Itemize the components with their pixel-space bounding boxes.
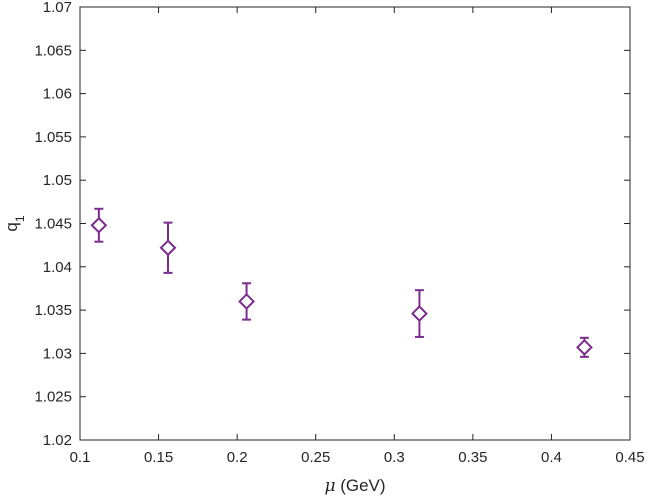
x-tick-label: 0.45: [615, 449, 644, 466]
data-layer: [90, 207, 593, 358]
data-point: [159, 221, 177, 274]
x-axis-label-symbol: μ: [324, 476, 335, 496]
x-tick-label: 0.15: [144, 449, 173, 466]
y-tick-label: 1.03: [43, 345, 72, 362]
data-point: [90, 207, 108, 243]
x-tick-label: 0.35: [458, 449, 487, 466]
x-tick-label: 0.25: [301, 449, 330, 466]
y-tick-label: 1.02: [43, 432, 72, 449]
diamond-marker: [90, 216, 108, 234]
y-tick-label: 1.06: [43, 86, 72, 103]
diamond-marker: [576, 338, 593, 356]
diamond-marker: [238, 293, 255, 310]
y-tick-label: 1.055: [34, 129, 72, 146]
diamond-marker: [411, 305, 428, 322]
y-tick-label: 1.065: [34, 42, 72, 59]
y-axis-label-sub: 1: [13, 215, 27, 222]
y-tick-label: 1.07: [43, 0, 72, 16]
data-point: [411, 289, 428, 338]
diamond-marker: [159, 239, 177, 257]
y-tick-label: 1.045: [34, 216, 72, 233]
y-tick-label: 1.05: [43, 172, 72, 189]
y-axis-label: q1: [2, 215, 27, 231]
data-point: [238, 282, 255, 321]
ticks-layer: 0.1 0.15 0.2 0.25 0.3 0.35 0.4 0.45 1.02 1.025 1.0…: [34, 0, 644, 466]
x-tick-label: 0.2: [227, 449, 248, 466]
x-tick-label: 0.3: [384, 449, 405, 466]
y-tick-label: 1.04: [43, 259, 72, 276]
plot-frame: [79, 6, 631, 441]
x-axis-label-unit: (GeV): [336, 476, 386, 495]
y-tick-label: 1.025: [34, 389, 72, 406]
y-axis-label-base: q: [2, 222, 21, 231]
x-tick-label: 0.4: [541, 449, 562, 466]
y-tick-label: 1.035: [34, 302, 72, 319]
data-point: [576, 336, 593, 358]
x-tick-label: 0.1: [70, 449, 91, 466]
x-axis-label: μ (GeV): [324, 476, 385, 496]
